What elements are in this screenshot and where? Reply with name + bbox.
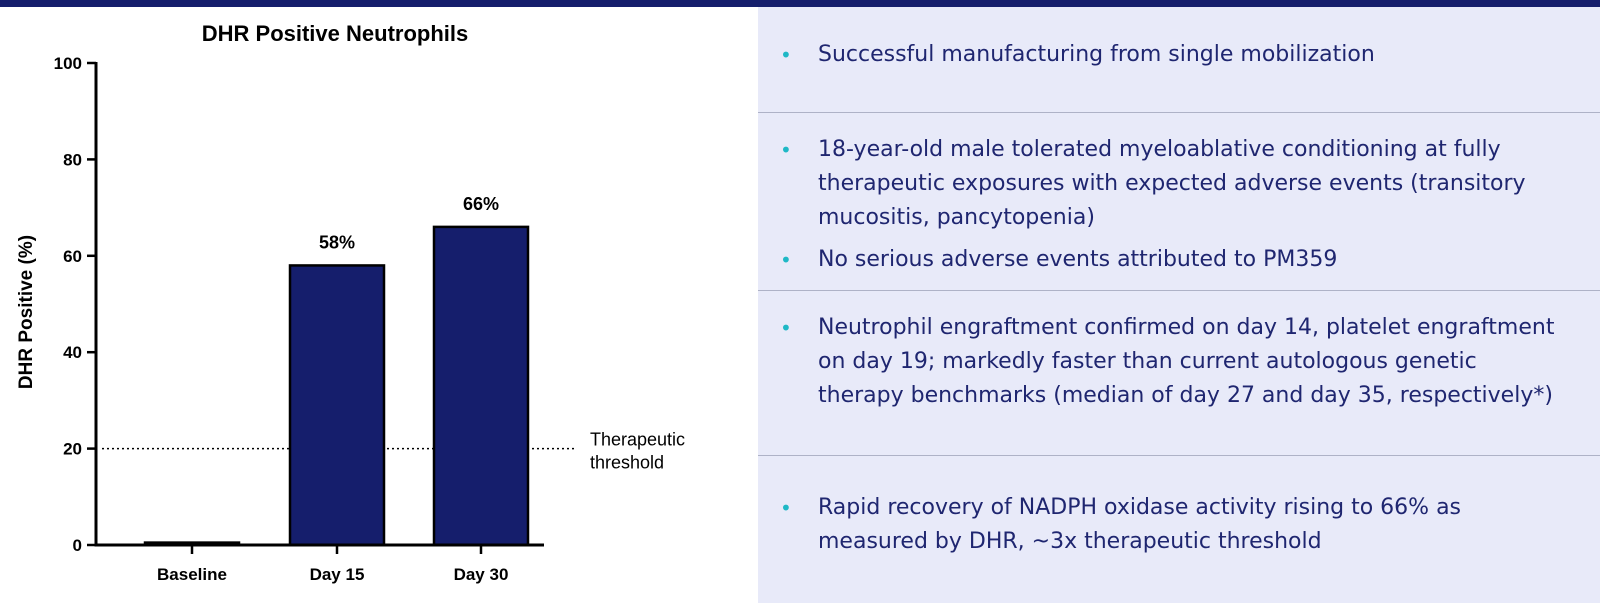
x-tick-label: Day 15 (310, 565, 365, 584)
y-axis-label: DHR Positive (%) (16, 235, 37, 389)
bullet-item: • Successful manufacturing from single mo… (758, 38, 1560, 72)
bullet-text: Successful manufacturing from single mob… (818, 42, 1375, 67)
bullet-text: 18-year-old male tolerated myeloablative… (818, 137, 1526, 230)
bullet-text: No serious adverse events attributed to … (818, 247, 1338, 272)
findings-section: • Successful manufacturing from single mo… (758, 7, 1600, 112)
threshold-label: threshold (590, 453, 664, 473)
y-tick-label: 0 (73, 536, 82, 555)
key-findings-panel: • Successful manufacturing from single mo… (758, 7, 1600, 603)
bar-day-15 (288, 264, 386, 547)
bullet-icon: • (780, 316, 792, 340)
y-tick-label: 60 (63, 247, 82, 266)
bullet-text: Rapid recovery of NADPH oxidase activity… (818, 495, 1462, 554)
y-tick-label: 80 (63, 150, 82, 169)
y-tick-label: 20 (63, 440, 82, 459)
bullet-icon: • (780, 43, 792, 67)
chart-panel: DHR Positive Neutrophils DHR Positive (%… (0, 7, 758, 603)
x-tick-label: Baseline (157, 565, 227, 584)
bar-day-30 (432, 225, 530, 547)
bullet-item: • Neutrophil engraftment confirmed on day… (758, 311, 1560, 413)
findings-section: • 18-year-old male tolerated myeloablativ… (758, 112, 1600, 290)
bullet-icon: • (780, 138, 792, 162)
dhr-bar-chart: DHR Positive Neutrophils DHR Positive (%… (16, 21, 685, 584)
x-tick-label: Day 30 (454, 565, 509, 584)
findings-section: • Neutrophil engraftment confirmed on day… (758, 290, 1600, 455)
y-tick-label: 40 (63, 343, 82, 362)
top-accent-bar (0, 0, 1600, 7)
y-tick-label: 100 (54, 54, 82, 73)
bullet-icon: • (780, 248, 792, 272)
bullet-item: • Rapid recovery of NADPH oxidase activit… (758, 491, 1560, 559)
data-label: 58% (319, 232, 355, 252)
bullet-item: • 18-year-old male tolerated myeloablativ… (758, 133, 1560, 235)
threshold-label: Therapeutic (590, 430, 685, 450)
chart-title: DHR Positive Neutrophils (202, 21, 468, 46)
findings-section: • Rapid recovery of NADPH oxidase activit… (758, 455, 1600, 603)
bullet-item: • No serious adverse events attributed to… (758, 243, 1560, 277)
data-label: 66% (463, 194, 499, 214)
bullet-text: Neutrophil engraftment confirmed on day … (818, 315, 1555, 408)
bullet-icon: • (780, 496, 792, 520)
